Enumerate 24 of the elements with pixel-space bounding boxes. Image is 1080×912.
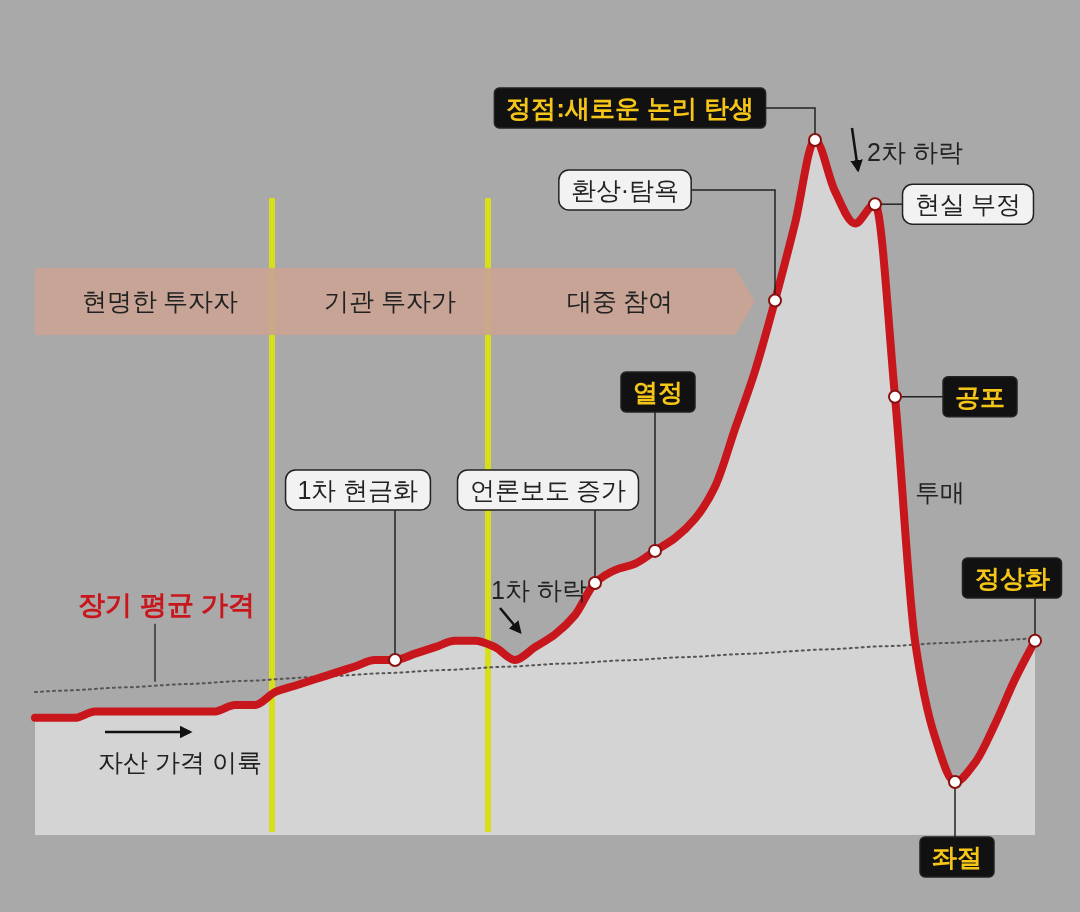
- text: 장기 평균 가격: [78, 589, 256, 620]
- annotation: 열정: [620, 371, 696, 413]
- annotation: 현실 부정: [914, 190, 1022, 219]
- annotation: 열정: [633, 378, 683, 406]
- annotation: 투매: [915, 478, 965, 506]
- annotation: 현실 부정: [901, 183, 1035, 225]
- annotation: 2차 하락: [867, 138, 963, 166]
- annotation: 1차 하락: [491, 576, 587, 604]
- annotation: 언론보도 증가: [469, 476, 627, 504]
- annotation: 정점:새로운 논리 탄생: [493, 87, 767, 129]
- annotation: 1차 현금화: [284, 469, 432, 511]
- annotation: 1차 현금화: [297, 476, 419, 504]
- annotation: 정상화: [961, 557, 1063, 599]
- annotation: 공포: [942, 376, 1018, 418]
- annotation: 환상·탐욕: [570, 176, 680, 204]
- annotation: 공포: [955, 382, 1005, 411]
- annotation: 자산 가격 이륙: [98, 748, 262, 776]
- annotation: 언론보도 증가: [456, 469, 640, 511]
- annotation: 환상·탐욕: [558, 169, 692, 211]
- annotation: 좌절: [919, 836, 995, 878]
- annotation: 정상화: [974, 564, 1050, 592]
- annotation: 대중 참여: [566, 287, 674, 315]
- annotation: 현명한 투자자: [81, 287, 239, 315]
- annotation: 기관 투자가: [324, 287, 456, 315]
